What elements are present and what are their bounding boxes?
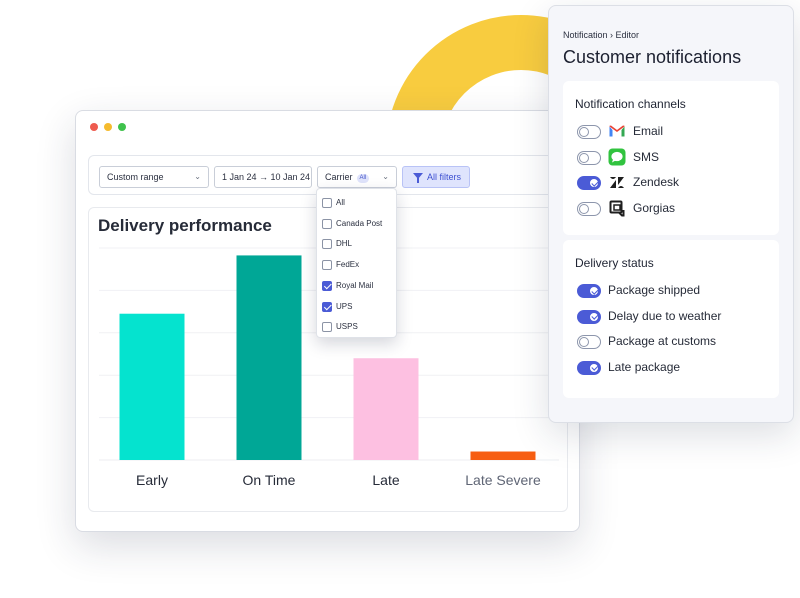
all-filters-label: All filters [427, 172, 462, 182]
x-tick-label: On Time [243, 472, 296, 488]
toggle-switch[interactable] [577, 150, 601, 165]
toggle-row-zendesk: Zendesk [577, 173, 777, 193]
toggle-knob [589, 311, 599, 322]
carrier-dropdown: All Canada Post DHL FedEx Royal Mail UPS USPS [316, 188, 397, 338]
sms-icon [608, 148, 626, 166]
toggle-switch[interactable] [577, 284, 601, 298]
carrier-option-label: UPS [336, 301, 353, 311]
all-filters-button[interactable]: All filters [402, 166, 470, 188]
gmail-icon [608, 122, 626, 140]
carrier-option[interactable]: USPS [322, 319, 394, 335]
checkbox[interactable] [322, 322, 332, 333]
x-tick-label: Early [136, 472, 168, 488]
toggle-label: SMS [633, 149, 660, 164]
carrier-option-label: DHL [336, 239, 353, 249]
filter-bar: Custom range ⌄ 1 Jan 24 → 10 Jan 24 Carr… [88, 155, 568, 195]
toggle-knob [579, 203, 589, 214]
toggle-knob [579, 127, 589, 137]
x-tick-label: Late [372, 472, 399, 488]
channels-title: Notification channels [575, 97, 686, 111]
gorgias-icon [608, 199, 626, 217]
maximize-dot[interactable] [118, 123, 126, 131]
toggle-switch[interactable] [577, 201, 601, 216]
carrier-option-label: Royal Mail [336, 280, 374, 290]
toggle-label: Package at customs [608, 334, 717, 348]
toggle-label: Gorgias [633, 200, 676, 215]
toggle-row-email: Email [577, 122, 777, 142]
toggle-label: Email [633, 124, 664, 138]
carrier-option[interactable]: Canada Post [322, 216, 394, 232]
carrier-badge: All [356, 174, 370, 183]
checkbox[interactable] [322, 260, 332, 271]
bar-on-time[interactable] [236, 255, 302, 460]
toggle-switch[interactable] [577, 360, 601, 375]
chevron-down-icon: ⌄ [194, 172, 201, 181]
toggle-switch[interactable] [577, 309, 601, 324]
zendesk-icon [608, 173, 626, 191]
toggle-knob [579, 337, 589, 347]
toggle-row-sms: SMS [577, 148, 777, 168]
toggle-switch[interactable] [577, 335, 601, 349]
toggle-row-package-at-customs: Package at customs [577, 332, 777, 352]
x-tick-label: Late Severe [465, 472, 541, 488]
status-section: Delivery status Package shipped Delay due… [563, 240, 779, 398]
toggle-switch[interactable] [577, 176, 601, 190]
checkbox[interactable] [322, 198, 332, 208]
date-range-value: Custom range [107, 172, 164, 182]
bar-early[interactable] [119, 313, 185, 460]
toggle-row-gorgias: Gorgias [577, 199, 777, 219]
toggle-label: Zendesk [633, 175, 680, 189]
bar-late-severe[interactable] [470, 451, 536, 460]
carrier-option[interactable]: DHL [322, 236, 394, 252]
channels-section: Notification channels Email SMS Zendesk Gor… [563, 81, 779, 235]
date-input[interactable]: 1 Jan 24 → 10 Jan 24 [214, 166, 312, 188]
bar-late[interactable] [353, 358, 419, 460]
window-controls [90, 123, 126, 131]
toggle-knob [589, 362, 599, 373]
toggle-knob [589, 286, 599, 296]
toggle-knob [579, 152, 589, 163]
carrier-option[interactable]: FedEx [322, 257, 394, 273]
toggle-label: Late package [608, 359, 681, 374]
toggle-label: Delay due to weather [608, 308, 722, 323]
funnel-icon [413, 173, 423, 183]
checkbox[interactable] [322, 301, 332, 312]
carrier-option-label: Canada Post [336, 218, 383, 228]
chart-title: Delivery performance [98, 216, 272, 235]
breadcrumb: Notification › Editor [563, 30, 640, 40]
toggle-row-package-shipped: Package shipped [577, 281, 777, 301]
date-input-value: 1 Jan 24 → 10 Jan 24 [222, 172, 311, 182]
carrier-label: Carrier [325, 172, 353, 182]
toggle-knob [589, 178, 599, 188]
checkbox[interactable] [322, 239, 332, 250]
date-range-select[interactable]: Custom range ⌄ [99, 166, 209, 188]
carrier-select[interactable]: Carrier All ⌄ [317, 166, 397, 188]
chevron-down-icon: ⌄ [382, 172, 389, 181]
close-dot[interactable] [90, 123, 98, 131]
carrier-option[interactable]: Royal Mail [322, 278, 394, 294]
carrier-option-label: FedEx [336, 260, 360, 270]
checkbox[interactable] [322, 218, 332, 229]
carrier-option-label: USPS [336, 322, 358, 332]
toggle-switch[interactable] [577, 125, 601, 139]
page-title: Customer notifications [563, 47, 742, 67]
carrier-option-label: All [336, 198, 345, 207]
notifications-panel: Notification › Editor Customer notificat… [548, 5, 794, 423]
toggle-row-late-package: Late package [577, 358, 777, 378]
carrier-option[interactable]: All [322, 195, 394, 211]
toggle-label: Package shipped [608, 283, 701, 297]
minimize-dot[interactable] [104, 123, 112, 131]
checkbox[interactable] [322, 280, 332, 291]
carrier-option[interactable]: UPS [322, 299, 394, 315]
toggle-row-delay-due-to-weather: Delay due to weather [577, 307, 777, 327]
status-title: Delivery status [575, 256, 654, 270]
